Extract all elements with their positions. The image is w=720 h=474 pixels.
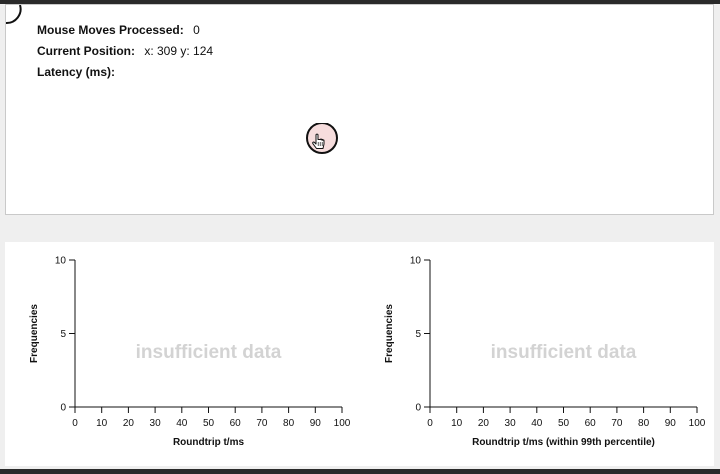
x-tick-label: 20 <box>478 418 490 429</box>
x-tick-label: 100 <box>334 418 351 429</box>
stats-block: Mouse Moves Processed: 0 Current Positio… <box>37 20 213 83</box>
x-tick-label: 0 <box>427 418 433 429</box>
insufficient-data-placeholder: insufficient data <box>491 342 637 363</box>
latency-row: Latency (ms): <box>37 62 213 83</box>
x-tick-label: 20 <box>123 418 135 429</box>
y-tick-label: 10 <box>410 256 422 267</box>
position-label: Current Position: <box>37 44 135 58</box>
x-tick-label: 30 <box>505 418 517 429</box>
x-tick-label: 60 <box>585 418 597 429</box>
mouse-tracking-area[interactable]: Mouse Moves Processed: 0 Current Positio… <box>5 4 714 215</box>
insufficient-data-placeholder: insufficient data <box>136 342 282 363</box>
corner-arc-decoration <box>6 5 22 24</box>
cursor-follower-circle[interactable] <box>306 123 342 159</box>
x-tick-label: 70 <box>611 418 623 429</box>
x-tick-label: 70 <box>256 418 268 429</box>
x-tick-label: 90 <box>665 418 677 429</box>
moves-row: Mouse Moves Processed: 0 <box>37 20 213 41</box>
y-tick-label: 0 <box>60 403 66 414</box>
x-tick-label: 90 <box>310 418 322 429</box>
x-tick-label: 50 <box>203 418 215 429</box>
y-tick-label: 10 <box>55 256 67 267</box>
x-tick-label: 10 <box>96 418 108 429</box>
top-bar <box>0 0 720 4</box>
x-tick-label: 30 <box>150 418 162 429</box>
bottom-bar <box>0 469 720 474</box>
x-tick-label: 60 <box>230 418 242 429</box>
position-row: Current Position: x: 309 y: 124 <box>37 41 213 62</box>
x-axis-label: Roundtrip t/ms <box>173 437 245 448</box>
moves-value: 0 <box>193 23 200 37</box>
y-tick-label: 5 <box>60 329 66 340</box>
charts-panel: 0 5 10 0 10 20 30 40 50 60 70 80 90 100 Roundtrip t/ms… <box>5 242 714 466</box>
position-value: x: 309 y: 124 <box>144 44 214 58</box>
moves-label: Mouse Moves Processed: <box>37 23 184 37</box>
x-tick-label: 10 <box>451 418 463 429</box>
x-tick-label: 0 <box>72 418 78 429</box>
y-tick-label: 5 <box>415 329 421 340</box>
x-tick-label: 50 <box>558 418 570 429</box>
x-axis-label: Roundtrip t/ms (within 99th percentile) <box>472 437 655 448</box>
hand-pointer-icon <box>312 133 325 149</box>
y-axis-label: Frequencies <box>384 304 395 363</box>
x-tick-label: 80 <box>283 418 295 429</box>
x-tick-label: 40 <box>176 418 188 429</box>
x-tick-label: 80 <box>638 418 650 429</box>
x-tick-label: 40 <box>531 418 543 429</box>
y-axis-label: Frequencies <box>29 304 40 363</box>
latency-label: Latency (ms): <box>37 65 116 79</box>
y-tick-label: 0 <box>415 403 421 414</box>
x-tick-label: 100 <box>689 418 706 429</box>
